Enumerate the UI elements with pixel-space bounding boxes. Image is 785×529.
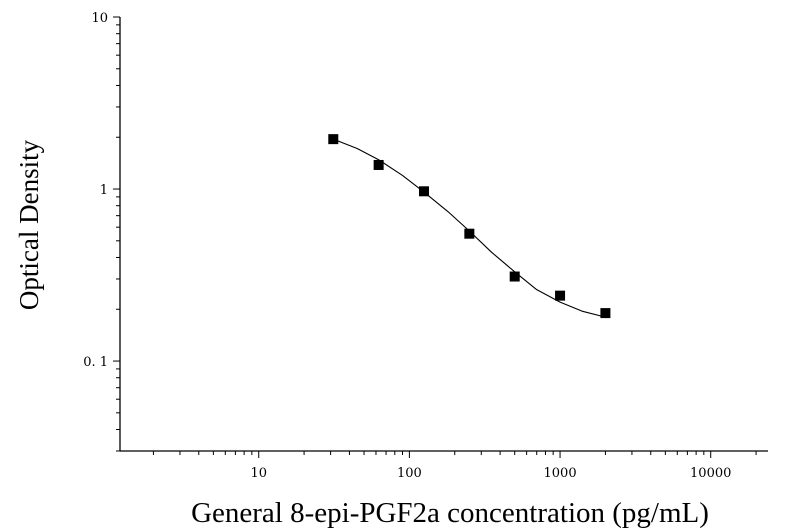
data-point (509, 271, 520, 282)
x-tick-label: 100 (397, 466, 422, 481)
y-axis-title: Optical Density (14, 139, 44, 310)
x-axis-title: General 8-epi-PGF2a concentration (pg/mL… (191, 497, 709, 529)
data-point (328, 134, 339, 145)
y-tick-label: 0. 1 (83, 355, 108, 370)
data-point (464, 228, 475, 239)
y-tick-label: 10 (91, 11, 108, 26)
data-point (600, 308, 611, 319)
y-tick-label: 1 (100, 183, 108, 198)
x-tick-label: 10 (250, 466, 267, 481)
axes (119, 17, 768, 452)
data-point (418, 186, 429, 197)
x-tick-label: 10000 (690, 466, 731, 481)
data-point (555, 290, 566, 301)
data-points (328, 134, 611, 319)
data-point (373, 159, 384, 170)
ticks: 10 100 1000 10000 10 1 0. 1 (83, 11, 757, 481)
x-tick-label: 1000 (544, 466, 577, 481)
